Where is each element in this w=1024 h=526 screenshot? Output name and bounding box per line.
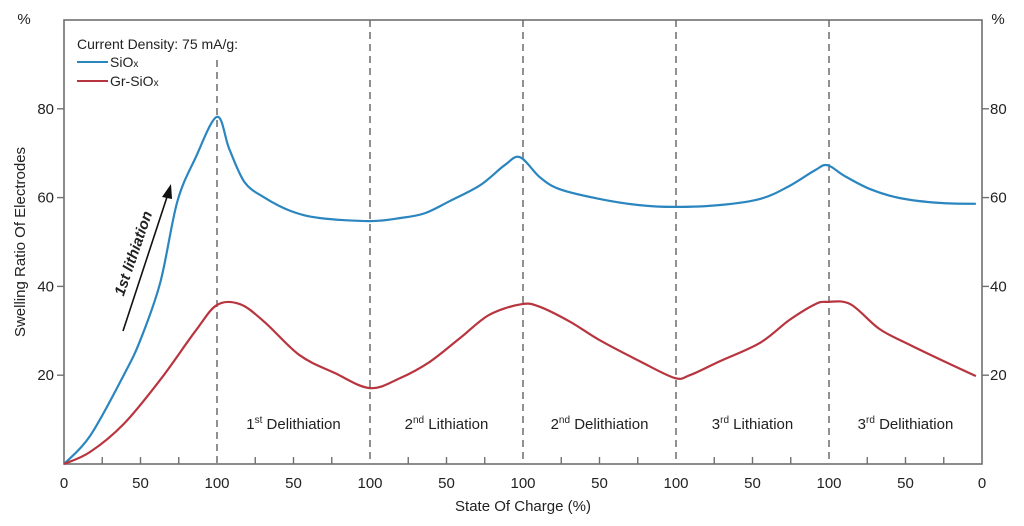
x-tick-label: 0: [60, 475, 68, 492]
legend-label: Gr-SiOx: [110, 73, 159, 89]
x-tick-label: 50: [744, 475, 761, 492]
x-tick-label: 50: [285, 475, 302, 492]
x-tick-label: 50: [591, 475, 608, 492]
arrow-head-icon: [162, 184, 172, 199]
legend-title: Current Density: 75 mA/g:: [77, 36, 238, 52]
y-unit-label-left: %: [17, 11, 30, 28]
phase-label: 3rd Delithiation: [858, 415, 954, 433]
series-line-gr-siox: [63, 300, 977, 466]
tick-labels: 20 40 60 80 20 40 60 80 0 50 100 50 100 50 100 50 100 50 1…: [37, 101, 1006, 492]
y-axis-title: Swelling Ratio Of Electrodes: [12, 147, 29, 337]
y-tick-label-right: 60: [990, 190, 1007, 207]
legend: Current Density: 75 mA/g: SiOx Gr-SiOx: [77, 36, 238, 89]
x-tick-label: 0: [978, 475, 986, 492]
x-tick-label: 50: [438, 475, 455, 492]
x-tick-label: 50: [132, 475, 149, 492]
y-tick-label-right: 20: [990, 367, 1007, 384]
phase-label: 2nd Lithiation: [405, 415, 489, 433]
arrow-icon: [122, 196, 168, 332]
phase-label: 3rd Lithiation: [712, 415, 793, 433]
y-unit-label-right: %: [991, 11, 1004, 28]
phase-label: 2nd Delithiation: [551, 415, 649, 433]
x-tick-label: 100: [357, 475, 382, 492]
x-axis-title: State Of Charge (%): [455, 498, 591, 515]
plot-frame: [63, 19, 983, 465]
x-tick-label: 50: [897, 475, 914, 492]
x-tick-label: 100: [816, 475, 841, 492]
y-tick-label-left: 60: [37, 190, 54, 207]
y-tick-label-left: 20: [37, 367, 54, 384]
x-tick-label: 100: [510, 475, 535, 492]
series-line-siox: [63, 115, 976, 465]
y-tick-label-right: 40: [990, 278, 1007, 295]
legend-label: SiOx: [110, 54, 138, 70]
series-lines: [63, 115, 977, 466]
y-tick-label-left: 40: [37, 278, 54, 295]
first-lithiation-annotation: 1st lithiation: [111, 184, 172, 332]
y-tick-label-right: 80: [990, 101, 1007, 118]
phase-boundaries: [216, 20, 830, 464]
x-tick-label: 100: [204, 475, 229, 492]
annotation-text: 1st lithiation: [111, 209, 156, 298]
x-tick-label: 100: [663, 475, 688, 492]
axis-ticks: [57, 108, 989, 464]
y-tick-label-left: 80: [37, 101, 54, 118]
phase-label: 1st Delithiation: [246, 415, 341, 433]
